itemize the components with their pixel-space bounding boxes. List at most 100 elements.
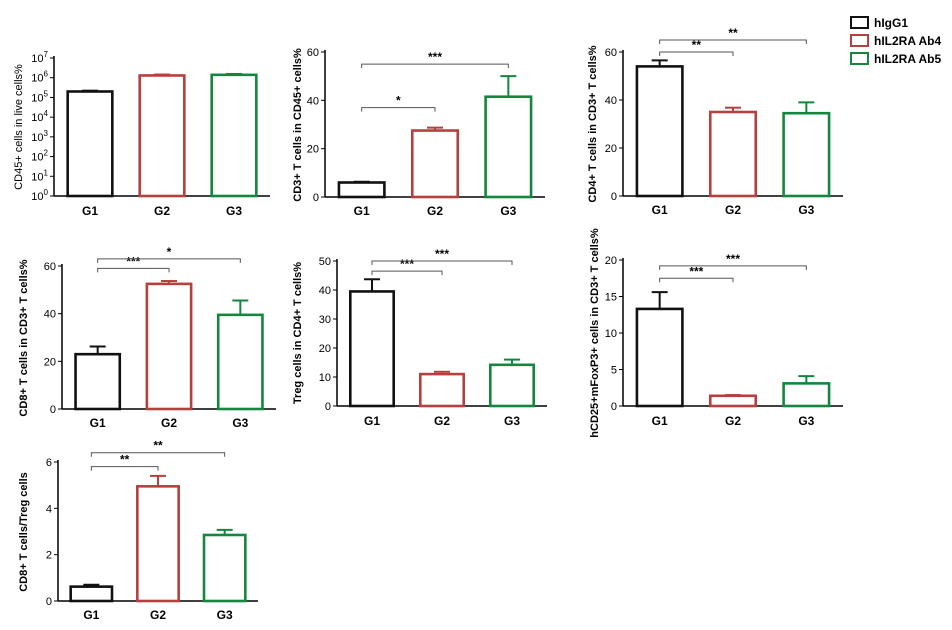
significance-bracket: [361, 107, 436, 112]
legend-label-1: hIgG1: [874, 16, 908, 30]
significance-label: **: [120, 453, 130, 467]
category-label: G2: [434, 414, 450, 428]
y-tick-label: 60: [605, 47, 617, 59]
legend-swatch-3: [850, 52, 869, 65]
y-tick-label: 20: [307, 144, 319, 156]
significance-bracket: [97, 258, 241, 263]
category-label: G1: [364, 414, 380, 428]
category-label: G3: [232, 416, 248, 430]
y-axis-label: hCD25+mFoxP3+ cells in CD3+ T cells%: [589, 228, 601, 438]
bar-g1: [69, 585, 114, 603]
y-tick-label: 40: [319, 285, 331, 297]
y-tick-label: 0: [611, 401, 617, 413]
significance-bracket: [659, 39, 807, 44]
bar-g2: [708, 110, 758, 198]
y-tick-label: 0: [611, 191, 617, 203]
y-tick-label: 0: [46, 596, 52, 608]
significance-label: ***: [428, 50, 442, 64]
category-label: G3: [798, 203, 814, 217]
y-axis-label: CD3+ T cells in CD45+ cells%: [292, 48, 304, 202]
y-axis-label: CD8+ T cells/Treg cells: [18, 472, 30, 592]
category-label: G3: [500, 204, 516, 218]
bar-g2: [410, 129, 460, 199]
significance-label: ***: [726, 252, 740, 266]
significance-bracket: [371, 270, 443, 276]
legend-item-2: hIL2RA Ab4: [850, 34, 941, 48]
category-label: G1: [83, 608, 99, 622]
y-axis-label: CD8+ T cells in CD3+ T cells%: [18, 259, 30, 416]
chart-panel-3: 0 20 40 60 CD4+ T cells in CD3+ T cells% G1 G2…: [587, 26, 843, 217]
y-tick-label: 60: [307, 47, 319, 59]
category-label: G3: [504, 414, 520, 428]
category-label: G2: [725, 414, 741, 428]
y-tick-label: 40: [307, 95, 319, 107]
legend: hIgG1 hIL2RA Ab4 hIL2RA Ab5: [850, 16, 941, 66]
bar-g2: [136, 485, 180, 603]
legend-label-3: hIL2RA Ab5: [874, 52, 941, 66]
y-tick-label: 2: [46, 550, 52, 562]
bar-g1: [348, 290, 395, 408]
y-tick-label: 40: [44, 309, 56, 321]
significance-label: ***: [435, 247, 449, 261]
significance-bracket: [90, 466, 159, 471]
bar-g1: [635, 307, 684, 408]
significance-label: **: [728, 26, 738, 40]
y-tick-label: 50: [319, 256, 331, 268]
y-tick-label: 30: [319, 314, 331, 326]
y-tick-label: 20: [605, 255, 617, 267]
significance-label: **: [692, 38, 702, 52]
significance-bracket: [371, 260, 513, 265]
y-axis-label: CD45+ cells in live cells%: [13, 64, 25, 190]
significance-label: *: [167, 245, 172, 259]
chart-panel-6: 0 5 10 15 20 hCD25+mFoxP3+ cells in CD3+ T ce…: [589, 228, 843, 438]
significance-bracket: [659, 51, 734, 56]
y-tick-label: 104: [31, 109, 48, 124]
chart-panel-1: 100 101 102 103 104 105 106 107 CD45+ cells in l…: [13, 50, 270, 218]
category-label: G1: [354, 204, 370, 218]
category-label: G2: [154, 204, 170, 218]
y-tick-label: 20: [44, 356, 56, 368]
bar-g1: [74, 352, 122, 411]
category-label: G1: [652, 203, 668, 217]
chart-panel-5: 0 10 20 30 40 50 Treg cells in CD4+ T cells% G1…: [292, 247, 547, 428]
category-label: G2: [150, 608, 166, 622]
bar-g3: [782, 382, 831, 408]
category-label: G2: [427, 204, 443, 218]
y-tick-label: 20: [605, 143, 617, 155]
bar-g2: [418, 372, 465, 408]
bar-g3: [484, 95, 533, 199]
category-label: G3: [226, 204, 242, 218]
chart-panel-4: 0 20 40 60 CD8+ T cells in CD3+ T cells% G1 G2…: [18, 245, 276, 430]
significance-bracket: [97, 267, 170, 273]
significance-label: ***: [126, 254, 140, 268]
y-tick-label: 107: [31, 50, 48, 65]
legend-item-1: hIgG1: [850, 16, 908, 30]
category-label: G1: [82, 204, 98, 218]
y-tick-label: 5: [611, 365, 617, 377]
y-axis-label: Treg cells in CD4+ T cells%: [292, 262, 304, 404]
category-label: G3: [798, 414, 814, 428]
bar-g2: [708, 394, 758, 408]
y-tick-label: 40: [605, 95, 617, 107]
significance-bracket: [659, 265, 807, 270]
y-tick-label: 0: [313, 192, 319, 204]
bar-g1: [337, 181, 386, 199]
bar-g1: [66, 90, 114, 198]
y-tick-label: 4: [46, 503, 52, 515]
category-label: G2: [725, 203, 741, 217]
y-tick-label: 100: [31, 188, 48, 203]
y-tick-label: 106: [31, 70, 48, 85]
y-tick-label: 105: [31, 89, 48, 104]
y-tick-label: 6: [46, 457, 52, 469]
y-tick-label: 0: [325, 401, 331, 413]
legend-item-3: hIL2RA Ab5: [850, 52, 941, 66]
category-label: G1: [652, 414, 668, 428]
bar-g3: [216, 313, 264, 411]
y-tick-label: 101: [31, 168, 48, 183]
significance-label: **: [153, 439, 163, 453]
category-label: G1: [90, 416, 106, 430]
legend-swatch-1: [850, 16, 869, 29]
bar-g3: [488, 363, 535, 408]
